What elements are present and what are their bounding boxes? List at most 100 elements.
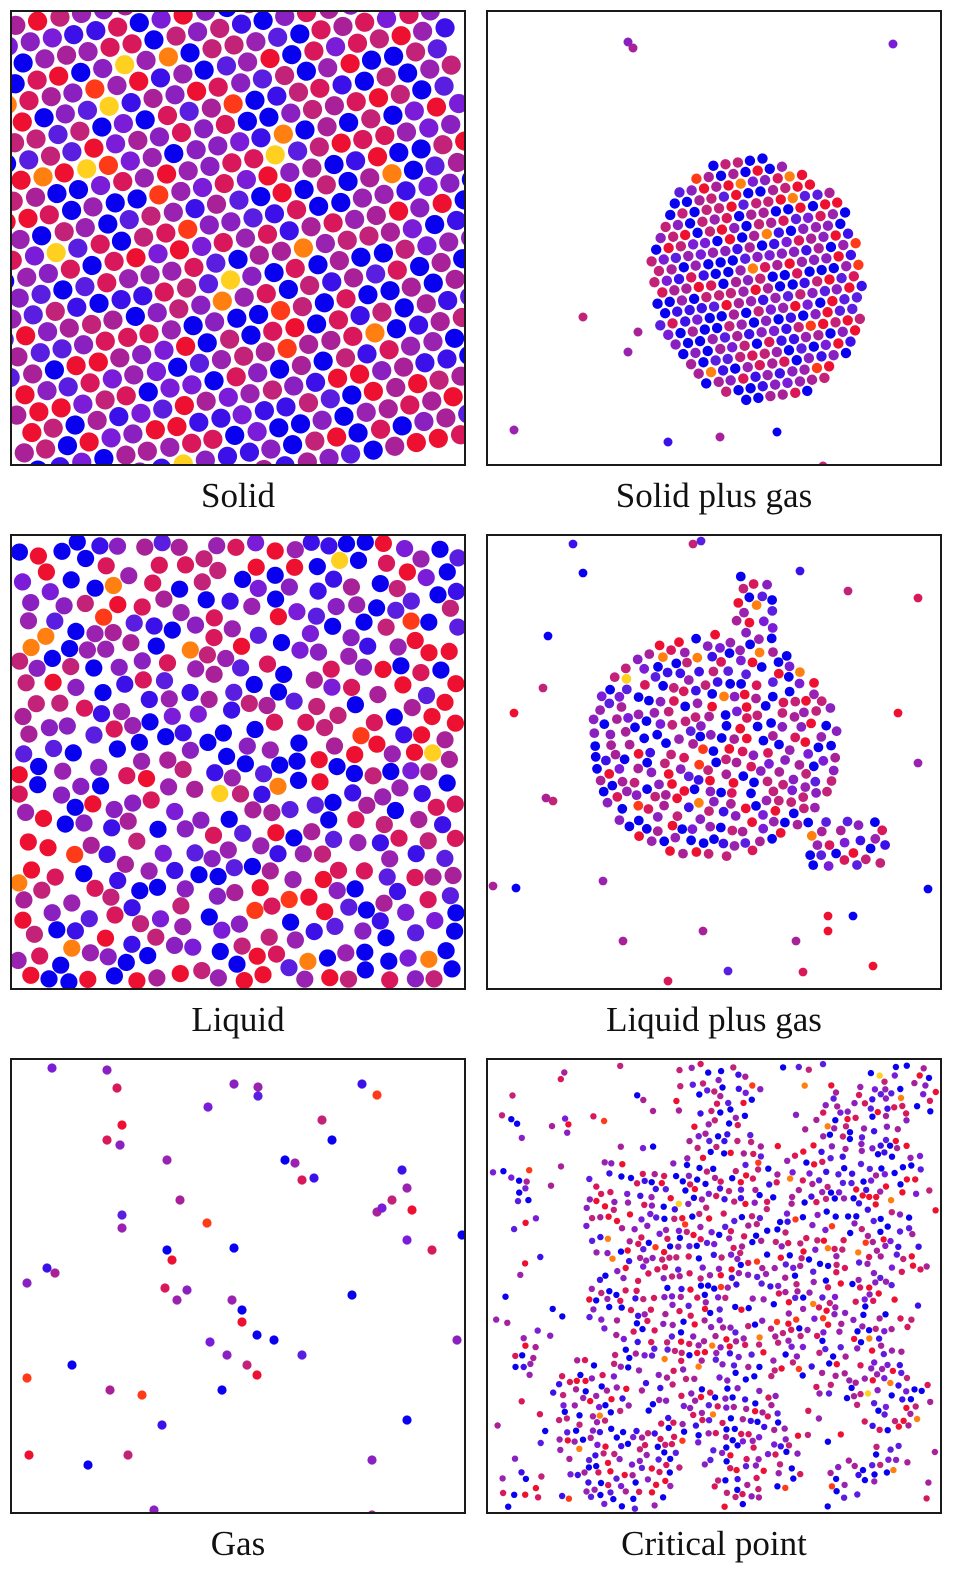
particle [518,1398,525,1405]
particle [665,209,676,221]
particle [673,273,685,285]
particle [321,969,339,987]
particle [59,318,79,338]
particle [185,199,205,219]
particle [234,287,254,307]
particle [888,1153,896,1160]
particle [784,686,795,697]
particle [12,271,15,291]
particle [832,1372,839,1379]
particle [226,884,244,902]
particle [813,330,824,341]
particle [908,1253,915,1260]
particle [721,851,732,861]
particle [729,691,740,702]
particle [729,841,740,851]
particle [643,1451,650,1459]
particle [663,329,674,341]
particle [245,675,263,694]
particle [316,175,336,195]
particle [729,1437,736,1444]
particle [441,114,461,135]
particle [96,929,115,947]
particle [523,1178,530,1185]
particle [58,717,76,735]
particle [387,260,407,280]
particle [752,1400,759,1407]
particle [932,1207,939,1214]
particle [884,1427,891,1434]
particle [794,1432,802,1439]
particle [860,1311,867,1318]
particle [387,601,405,619]
particle [75,814,93,832]
particle [446,829,464,847]
particle [700,1338,708,1345]
particle [678,1349,685,1356]
particle [547,1182,555,1189]
particle [326,917,344,935]
particle [823,1168,830,1175]
particle [159,751,177,769]
particle [90,234,110,254]
gas-particle [598,876,608,886]
particle [852,1298,859,1305]
particle [25,187,46,207]
particle [139,947,157,965]
particle [664,296,675,308]
particle [835,825,846,836]
particle [778,779,788,790]
particle [542,1427,549,1435]
particle [698,1409,706,1417]
particle [406,432,426,453]
particle [743,1455,750,1463]
particle [93,12,114,20]
particle [538,1473,545,1480]
particle [723,1489,731,1496]
gas-particle [83,1460,93,1470]
particle [383,46,404,66]
particle [880,840,890,850]
particle [174,395,194,416]
particle [265,145,285,165]
particle [316,903,334,921]
particles-solid [12,12,464,464]
particle [590,751,601,762]
particle [898,1369,905,1377]
particle [719,1419,726,1427]
particle [794,376,806,387]
particle [735,723,746,734]
particle [342,385,362,405]
particle [328,758,346,776]
particle [742,1073,749,1080]
particle [733,1466,740,1474]
particle [617,776,628,787]
particle [657,1384,664,1392]
particle [827,1469,834,1477]
particle [618,1225,626,1232]
particle [608,1396,615,1403]
particle [658,680,668,691]
particle [870,1400,878,1407]
particle [590,1113,597,1120]
particle [587,1493,595,1500]
particle [777,721,788,732]
particle [748,750,759,761]
particle [294,845,312,863]
particle [710,355,721,366]
gas-particle [848,911,858,921]
particle [357,344,377,364]
particle [788,246,800,258]
particle [755,1341,763,1348]
particle [230,132,250,152]
particle [900,1417,907,1424]
particle [260,48,280,69]
particle [104,251,124,271]
particle [383,745,401,763]
particle [617,1062,624,1070]
particle [235,228,256,248]
particle [735,571,746,582]
particle [247,558,265,576]
particle [130,733,148,751]
particle [759,1317,766,1324]
